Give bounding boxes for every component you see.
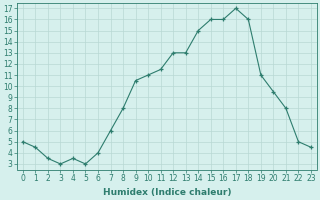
X-axis label: Humidex (Indice chaleur): Humidex (Indice chaleur) [103,188,231,197]
